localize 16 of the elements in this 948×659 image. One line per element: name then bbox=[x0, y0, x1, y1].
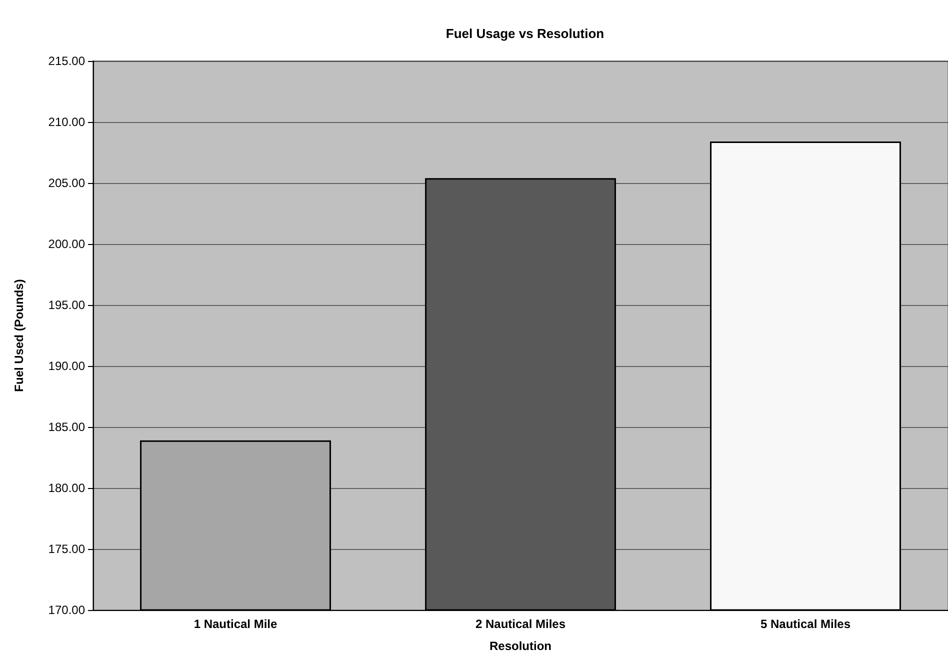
y-tick-label: 215.00 bbox=[48, 54, 86, 68]
y-tick-label: 205.00 bbox=[48, 176, 86, 190]
y-tick-label: 210.00 bbox=[48, 115, 86, 129]
y-tick-label: 195.00 bbox=[48, 298, 86, 312]
y-tick-label: 170.00 bbox=[48, 603, 86, 617]
x-tick-label: 2 Nautical Miles bbox=[475, 617, 566, 631]
y-tick-label: 190.00 bbox=[48, 359, 86, 373]
y-tick-label: 185.00 bbox=[48, 420, 86, 434]
x-tick-label: 5 Nautical Miles bbox=[760, 617, 851, 631]
chart-title: Fuel Usage vs Resolution bbox=[446, 26, 604, 41]
x-axis-title: Resolution bbox=[490, 639, 552, 653]
y-tick-label: 175.00 bbox=[48, 542, 86, 556]
y-tick-label: 200.00 bbox=[48, 237, 86, 251]
x-tick-label: 1 Nautical Mile bbox=[194, 617, 278, 631]
y-axis-title: Fuel Used (Pounds) bbox=[12, 279, 26, 392]
y-tick-label: 180.00 bbox=[48, 481, 86, 495]
